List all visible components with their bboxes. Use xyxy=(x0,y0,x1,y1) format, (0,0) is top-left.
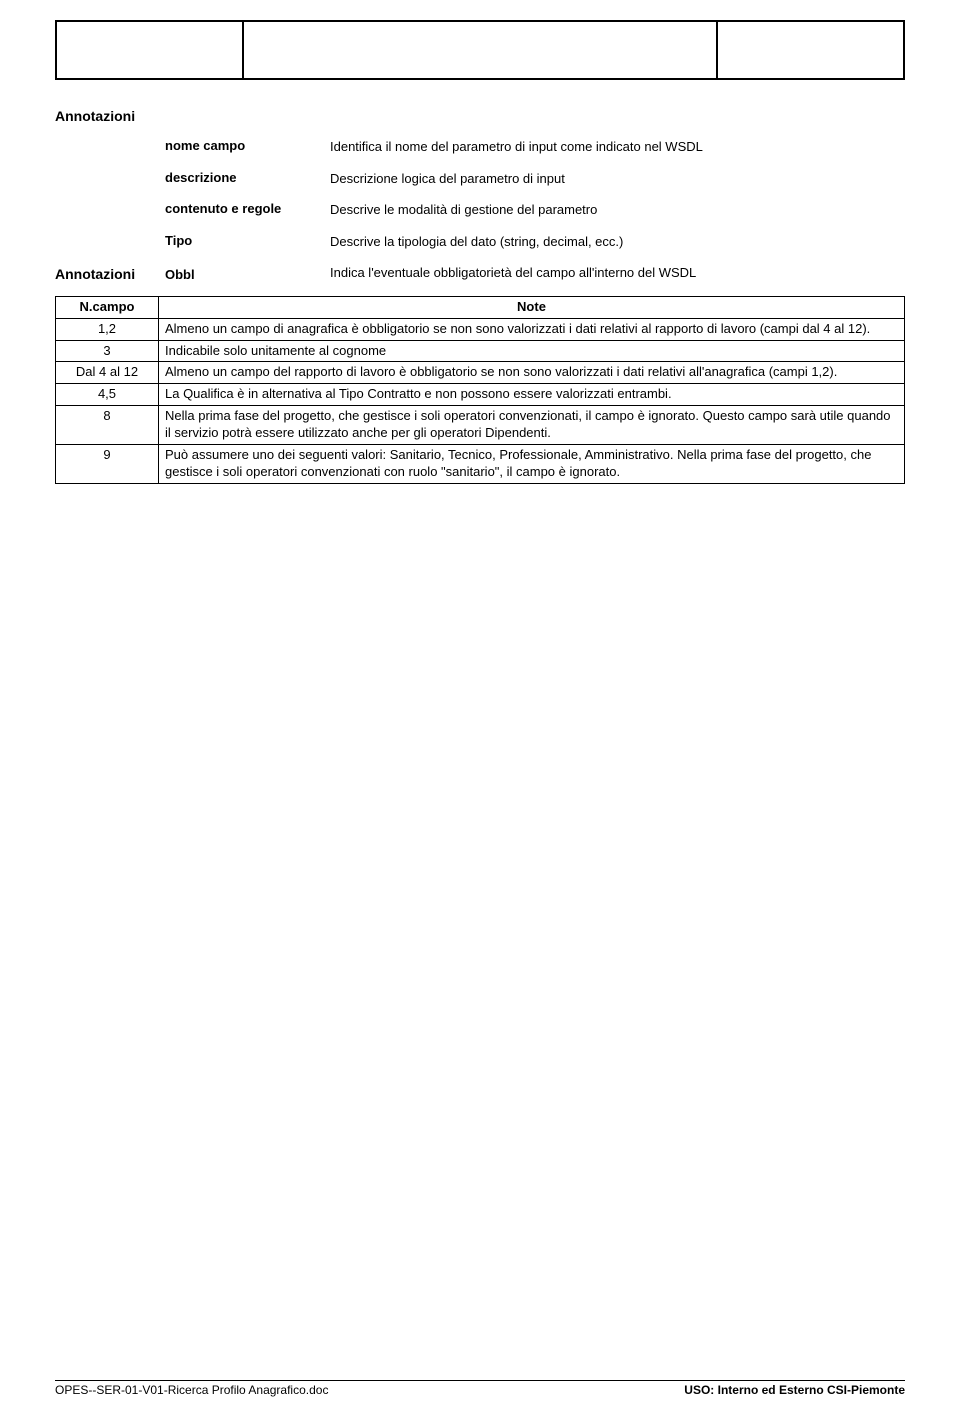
cell-ncampo: 3 xyxy=(56,340,159,362)
cell-ncampo: Dal 4 al 12 xyxy=(56,362,159,384)
header-col-2 xyxy=(244,22,718,78)
definition-desc: Identifica il nome del parametro di inpu… xyxy=(330,138,905,156)
cell-ncampo: 8 xyxy=(56,406,159,445)
column-header-ncampo: N.campo xyxy=(56,296,159,318)
cell-note: Almeno un campo del rapporto di lavoro è… xyxy=(159,362,905,384)
cell-note: Indicabile solo unitamente al cognome xyxy=(159,340,905,362)
cell-ncampo: 9 xyxy=(56,444,159,483)
definitions-block: nome campo Identifica il nome del parame… xyxy=(165,138,905,282)
definition-row: nome campo Identifica il nome del parame… xyxy=(165,138,905,156)
definition-desc: Descrizione logica del parametro di inpu… xyxy=(330,170,905,188)
table-row: 1,2 Almeno un campo di anagrafica è obbl… xyxy=(56,318,905,340)
column-header-note: Note xyxy=(159,296,905,318)
cell-note: Può assumere uno dei seguenti valori: Sa… xyxy=(159,444,905,483)
table-row: 4,5 La Qualifica è in alternativa al Tip… xyxy=(56,384,905,406)
cell-note: Nella prima fase del progetto, che gesti… xyxy=(159,406,905,445)
definition-row: contenuto e regole Descrive le modalità … xyxy=(165,201,905,219)
cell-note: Almeno un campo di anagrafica è obbligat… xyxy=(159,318,905,340)
definition-term: Tipo xyxy=(165,233,330,248)
definition-row-last: Annotazioni Obbl Indica l'eventuale obbl… xyxy=(165,264,905,282)
definition-desc: Indica l'eventuale obbligatorietà del ca… xyxy=(330,264,905,282)
page: Annotazioni nome campo Identifica il nom… xyxy=(0,0,960,1425)
header-col-3 xyxy=(718,22,903,78)
table-row: 8 Nella prima fase del progetto, che ges… xyxy=(56,406,905,445)
cell-note: La Qualifica è in alternativa al Tipo Co… xyxy=(159,384,905,406)
header-col-1 xyxy=(57,22,244,78)
table-header-row: N.campo Note xyxy=(56,296,905,318)
table-row: 9 Può assumere uno dei seguenti valori: … xyxy=(56,444,905,483)
definition-term: Obbl xyxy=(165,267,330,282)
cell-ncampo: 1,2 xyxy=(56,318,159,340)
section-heading-annotazioni-1: Annotazioni xyxy=(55,108,905,124)
notes-table: N.campo Note 1,2 Almeno un campo di anag… xyxy=(55,296,905,484)
definition-term: contenuto e regole xyxy=(165,201,330,216)
header-box xyxy=(55,20,905,80)
footer-right: USO: Interno ed Esterno CSI-Piemonte xyxy=(684,1383,905,1397)
definition-desc: Descrive la tipologia del dato (string, … xyxy=(330,233,905,251)
definition-term: descrizione xyxy=(165,170,330,185)
footer-left: OPES--SER-01-V01-Ricerca Profilo Anagraf… xyxy=(55,1383,328,1397)
table-row: Dal 4 al 12 Almeno un campo del rapporto… xyxy=(56,362,905,384)
definition-term: nome campo xyxy=(165,138,330,153)
section-heading-annotazioni-2: Annotazioni xyxy=(55,266,165,282)
definition-row: Tipo Descrive la tipologia del dato (str… xyxy=(165,233,905,251)
table-row: 3 Indicabile solo unitamente al cognome xyxy=(56,340,905,362)
cell-ncampo: 4,5 xyxy=(56,384,159,406)
definition-row: descrizione Descrizione logica del param… xyxy=(165,170,905,188)
definition-desc: Descrive le modalità di gestione del par… xyxy=(330,201,905,219)
page-footer: OPES--SER-01-V01-Ricerca Profilo Anagraf… xyxy=(55,1380,905,1397)
